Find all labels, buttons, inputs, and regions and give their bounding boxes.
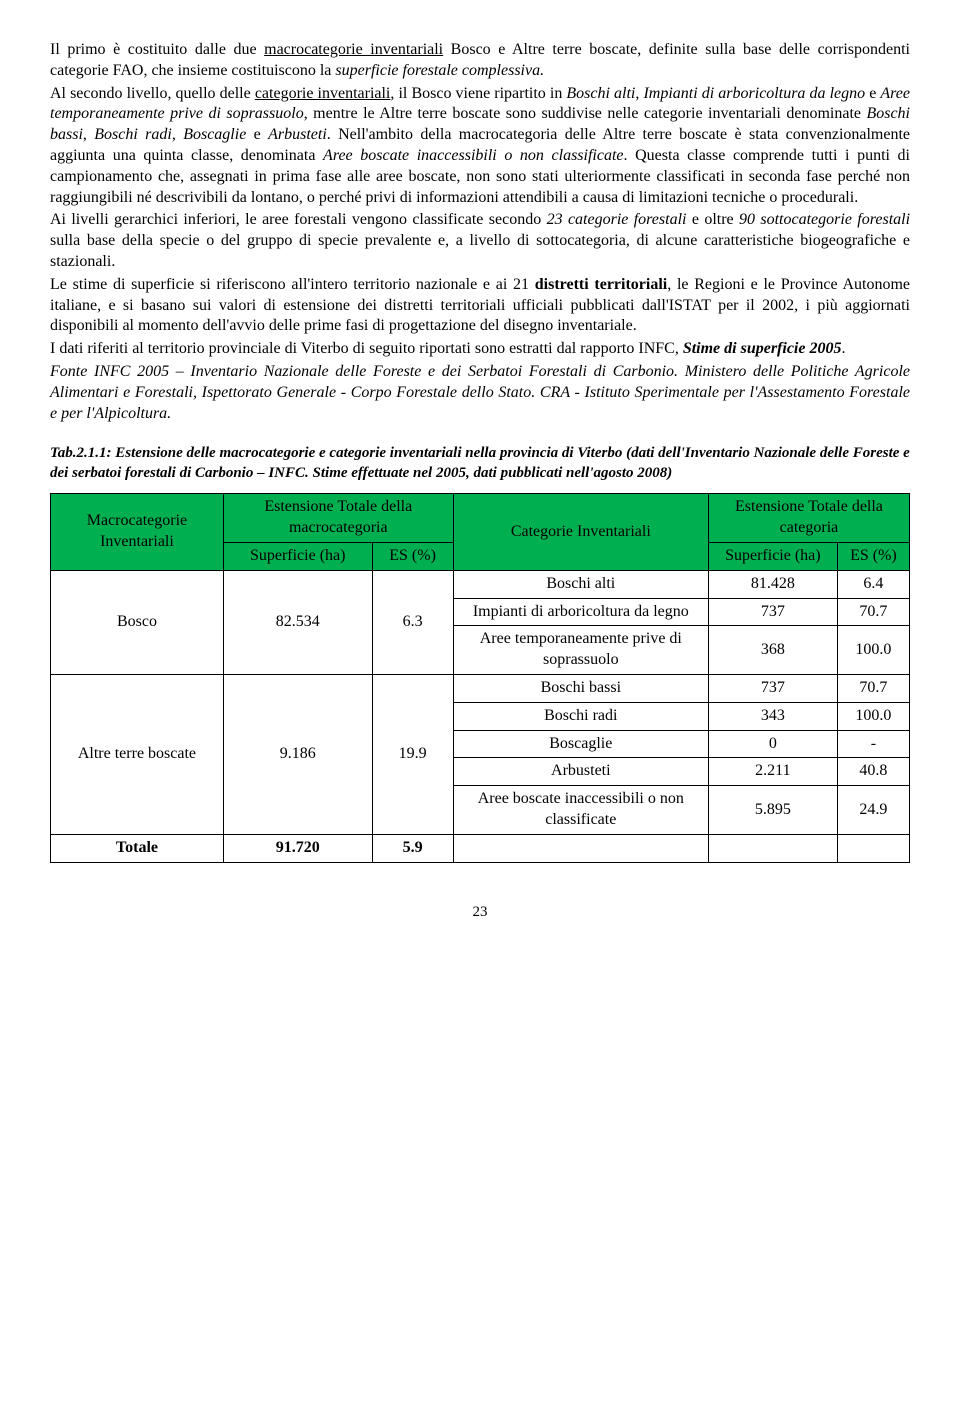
paragraph-6: Fonte INFC 2005 – Inventario Nazionale d… (50, 362, 910, 424)
subheader-es: ES (%) (372, 542, 453, 570)
extent-table: Macrocategorie Inventariali Estensione T… (50, 493, 910, 862)
cell: 24.9 (837, 786, 909, 835)
bold-italic: Stime di superficie 2005 (683, 340, 842, 357)
cell: 70.7 (837, 674, 909, 702)
header-macro: Macrocategorie Inventariali (51, 494, 224, 570)
italic: Boschi radi (94, 126, 172, 143)
cell-bosco: Bosco (51, 570, 224, 674)
underline: macrocategorie inventariali (264, 41, 443, 58)
table-row-total: Totale 91.720 5.9 (51, 834, 910, 862)
header-ext-macro: Estensione Totale della macrocategoria (223, 494, 453, 543)
cell: Impianti di arboricoltura da legno (453, 598, 708, 626)
text: I dati riferiti al territorio provincial… (50, 340, 683, 357)
cell: 82.534 (223, 570, 372, 674)
text: e (865, 85, 880, 102)
cell: Boschi bassi (453, 674, 708, 702)
text: , (172, 126, 183, 143)
cell: 343 (708, 702, 837, 730)
cell-totale: Totale (116, 839, 158, 856)
italic: superficie forestale complessiva. (335, 62, 544, 79)
italic: Fonte INFC 2005 – Inventario Nazionale d… (50, 363, 910, 422)
cell: 19.9 (372, 674, 453, 834)
text: Le stime di superficie si riferiscono al… (50, 276, 535, 293)
italic: 23 categorie forestali (547, 211, 687, 228)
cell: 100.0 (837, 626, 909, 675)
text: Il primo è costituito dalle due (50, 41, 264, 58)
table-caption: Tab.2.1.1: Estensione delle macrocategor… (50, 444, 910, 483)
italic: Arbusteti (268, 126, 327, 143)
cell: 737 (708, 598, 837, 626)
cell: Boschi radi (453, 702, 708, 730)
cell: 0 (708, 730, 837, 758)
cell: 368 (708, 626, 837, 675)
cell: 9.186 (223, 674, 372, 834)
text: sulla base della specie o del gruppo di … (50, 232, 910, 270)
header-categories: Categorie Inventariali (453, 494, 708, 570)
italic: Boscaglie (183, 126, 246, 143)
page-number: 23 (50, 903, 910, 923)
text: , (83, 126, 94, 143)
paragraph-1: Il primo è costituito dalle due macrocat… (50, 40, 910, 82)
paragraph-3: Ai livelli gerarchici inferiori, le aree… (50, 210, 910, 272)
header-ext-cat: Estensione Totale della categoria (708, 494, 909, 543)
text: . (841, 340, 845, 357)
cell-altre: Altre terre boscate (51, 674, 224, 834)
cell: Aree boscate inaccessibili o non classif… (453, 786, 708, 835)
cell: Aree temporaneamente prive di soprassuol… (453, 626, 708, 675)
cell-empty (708, 834, 837, 862)
cell: 6.4 (837, 570, 909, 598)
subheader-sup: Superficie (ha) (223, 542, 372, 570)
cell: Arbusteti (453, 758, 708, 786)
subheader-sup: Superficie (ha) (708, 542, 837, 570)
cell: Boschi alti (453, 570, 708, 598)
cell: 100.0 (837, 702, 909, 730)
text: e oltre (686, 211, 739, 228)
paragraph-2: Al secondo livello, quello delle categor… (50, 84, 910, 209)
cell: 40.8 (837, 758, 909, 786)
subheader-es: ES (%) (837, 542, 909, 570)
text: , mentre le Altre terre boscate sono sud… (304, 105, 867, 122)
paragraph-4: Le stime di superficie si riferiscono al… (50, 275, 910, 337)
paragraph-5: I dati riferiti al territorio provincial… (50, 339, 910, 360)
italic: 90 sottocategorie forestali (739, 211, 910, 228)
table-row: Bosco 82.534 6.3 Boschi alti 81.428 6.4 (51, 570, 910, 598)
underline: categorie inventariali (255, 85, 391, 102)
cell: Boscaglie (453, 730, 708, 758)
italic: Boschi alti (566, 85, 635, 102)
cell-empty (453, 834, 708, 862)
text: Ai livelli gerarchici inferiori, le aree… (50, 211, 547, 228)
cell: 5.895 (708, 786, 837, 835)
bold: distretti territoriali (535, 276, 667, 293)
italic: Aree boscate inaccessibili o non classif… (323, 147, 623, 164)
cell: - (837, 730, 909, 758)
text: e (246, 126, 268, 143)
cell: 91.720 (276, 839, 320, 856)
italic: Impianti di arboricoltura da legno (643, 85, 865, 102)
cell: 70.7 (837, 598, 909, 626)
cell-empty (837, 834, 909, 862)
cell: 81.428 (708, 570, 837, 598)
text: , il Bosco viene ripartito in (390, 85, 566, 102)
cell: 5.9 (403, 839, 423, 856)
text: Al secondo livello, quello delle (50, 85, 255, 102)
cell: 6.3 (372, 570, 453, 674)
cell: 2.211 (708, 758, 837, 786)
table-row: Altre terre boscate 9.186 19.9 Boschi ba… (51, 674, 910, 702)
cell: 737 (708, 674, 837, 702)
